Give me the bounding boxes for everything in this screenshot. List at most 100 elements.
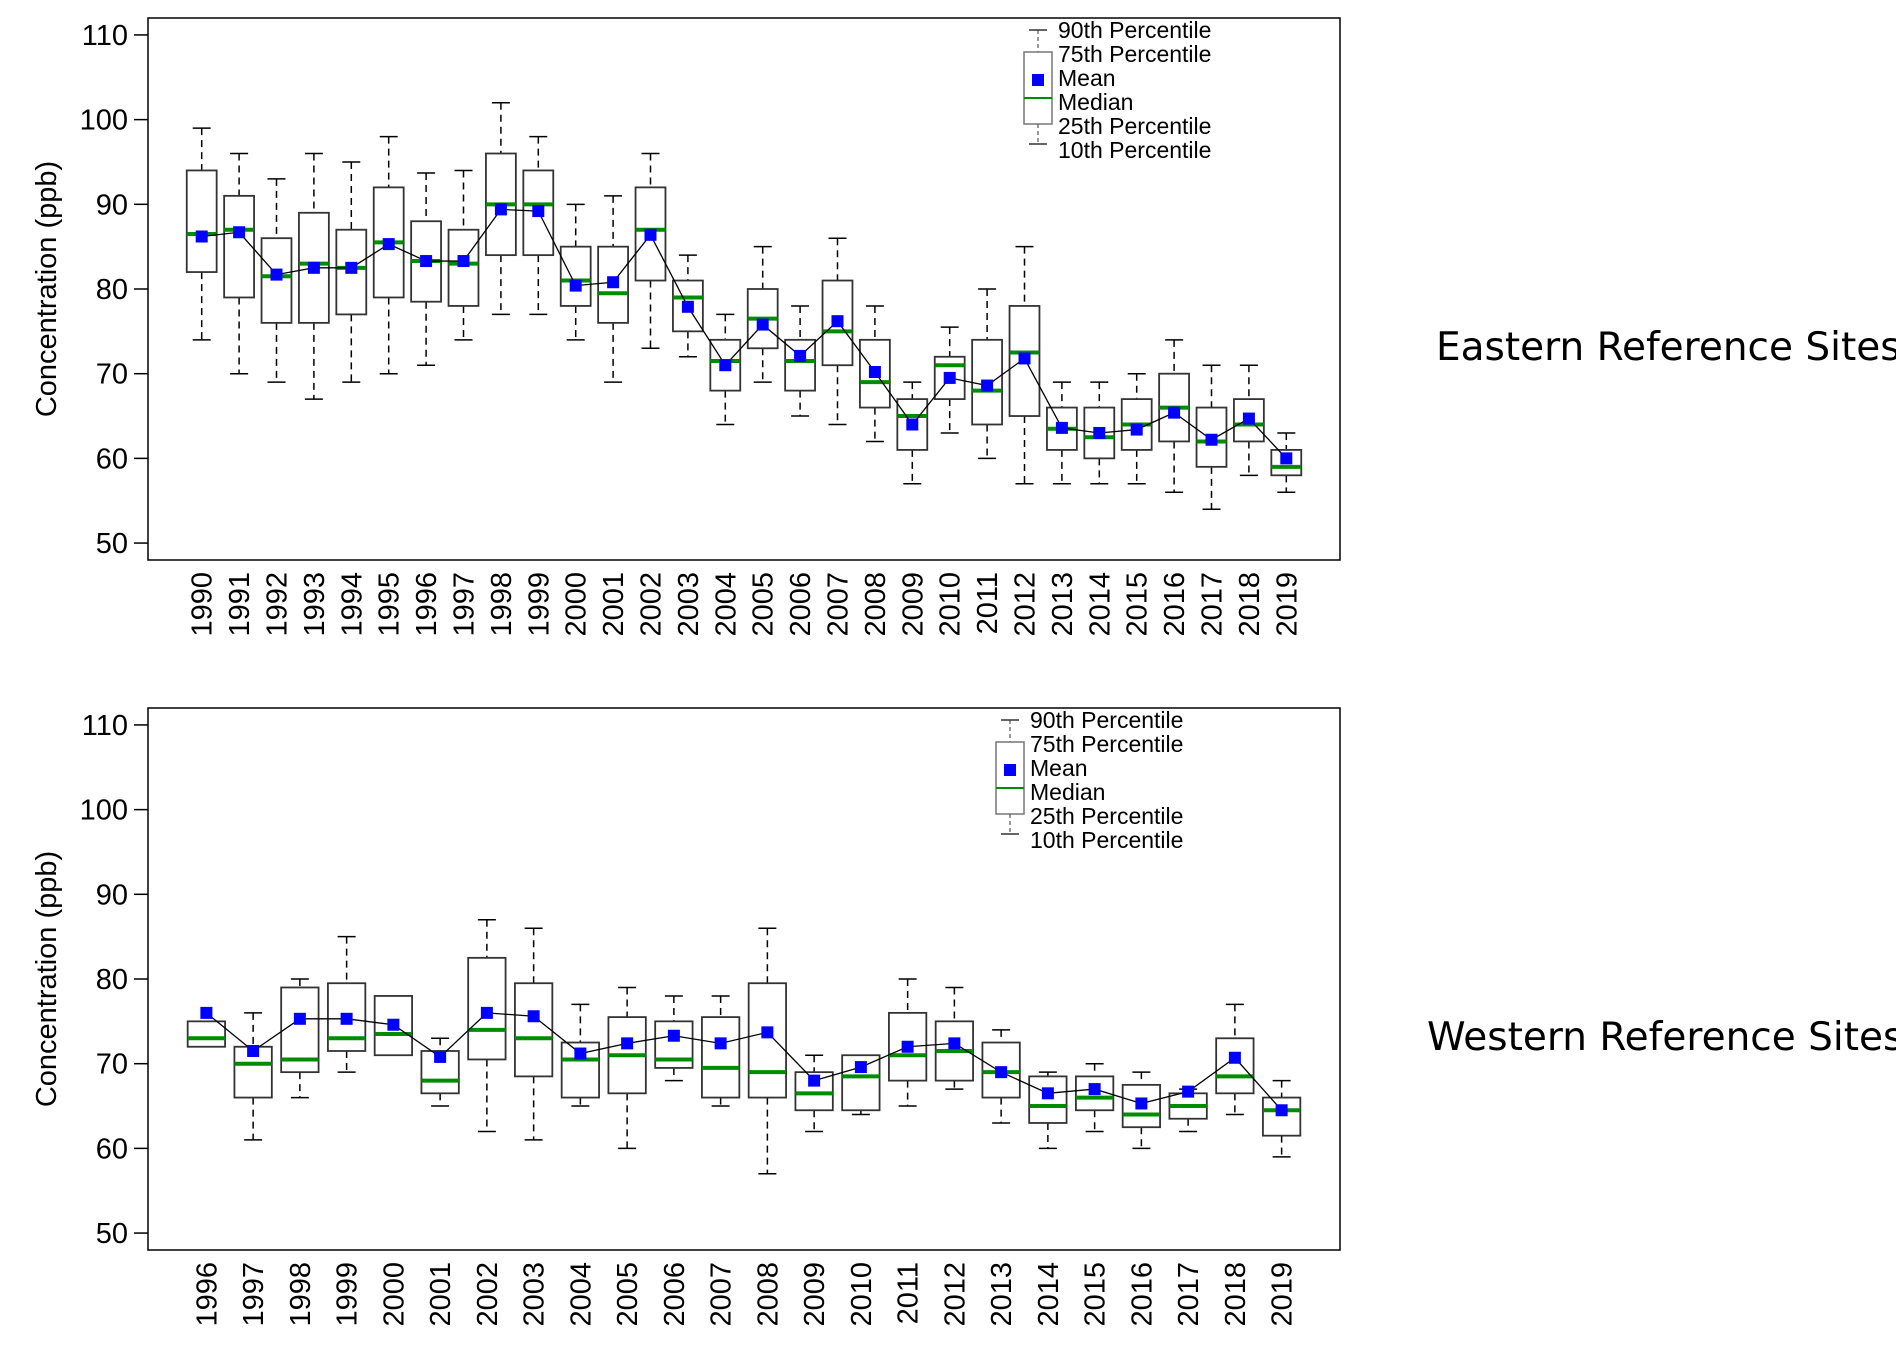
x-tick-label: 2014	[1084, 572, 1116, 637]
box-1991	[223, 152, 255, 375]
y-axis-label: Concentration (ppb)	[31, 161, 63, 417]
x-tick-label: 2019	[1267, 1262, 1299, 1327]
x-tick-label: 2017	[1197, 572, 1229, 637]
x-tick-label: 2005	[612, 1262, 644, 1327]
mean-point-2014	[1093, 426, 1106, 439]
box-1997	[447, 169, 480, 341]
mean-point-2003	[681, 300, 694, 313]
x-tick-label: 2007	[823, 572, 855, 637]
x-tick-label: 2006	[785, 572, 817, 637]
legend-box	[995, 741, 1025, 815]
mean-point-1994	[345, 261, 358, 274]
legend-entry: 75th Percentile	[1030, 731, 1183, 757]
box-2018	[1215, 1003, 1255, 1116]
box-2012	[1008, 245, 1041, 485]
x-tick-label: 2011	[893, 1262, 925, 1324]
x-tick-label: 2018	[1234, 572, 1266, 637]
mean-point-2003	[527, 1010, 540, 1023]
mean-point-1999	[532, 205, 545, 218]
x-tick-label: 2007	[706, 1262, 738, 1327]
y-tick-label: 100	[80, 105, 128, 137]
legend-entry: Mean	[1030, 755, 1088, 781]
x-tick-label: 2000	[378, 1262, 410, 1327]
box-2014	[1028, 1071, 1068, 1150]
mean-point-2010	[854, 1061, 867, 1074]
mean-point-2010	[943, 371, 956, 384]
mean-point-1997	[457, 255, 470, 268]
x-tick-label: 1991	[224, 572, 256, 637]
box-1998	[485, 101, 517, 316]
x-tick-label: 1992	[262, 572, 294, 637]
box-2011	[971, 288, 1003, 460]
y-tick-label: 80	[96, 964, 128, 996]
box-2006	[784, 305, 816, 417]
iqr-box	[223, 194, 255, 299]
box-2002	[634, 152, 667, 350]
legend-entry: 90th Percentile	[1058, 17, 1211, 43]
mean-point-2009	[808, 1074, 821, 1087]
x-tick-label: 1998	[285, 1262, 317, 1327]
legend-box	[1023, 51, 1053, 125]
box-1996	[410, 172, 442, 366]
box-1999	[522, 135, 555, 316]
y-tick-label: 50	[96, 528, 128, 560]
mean-point-2013	[995, 1066, 1008, 1079]
x-tick-label: 2000	[561, 572, 593, 637]
iqr-box	[784, 338, 816, 392]
x-tick-label: 2009	[897, 572, 929, 637]
legend-mean-marker	[1032, 74, 1044, 86]
x-tick-label: 2006	[659, 1262, 691, 1327]
iqr-box	[185, 169, 218, 273]
legend-mean-marker	[1004, 764, 1016, 776]
plot-frame	[147, 707, 1341, 1251]
mean-point-1998	[293, 1012, 306, 1025]
x-tick-label: 2003	[519, 1262, 551, 1327]
mean-point-1996	[420, 255, 433, 268]
x-tick-label: 2017	[1173, 1262, 1205, 1327]
x-tick-label: 2018	[1220, 1262, 1252, 1327]
x-tick-label: 1994	[336, 572, 368, 637]
x-tick-label: 2008	[860, 572, 892, 637]
y-tick-label: 80	[96, 274, 128, 306]
mean-point-2008	[868, 365, 881, 378]
box-2008	[747, 927, 787, 1175]
x-tick-label: 1995	[374, 572, 406, 637]
box-1996	[186, 1020, 226, 1048]
y-tick-label: 100	[80, 795, 128, 827]
legend-entry: 25th Percentile	[1030, 803, 1183, 829]
box-1993	[298, 152, 330, 400]
legend-entry: Mean	[1058, 65, 1116, 91]
x-tick-label: 2001	[598, 572, 630, 637]
box-2015	[1075, 1062, 1115, 1133]
box-2003	[514, 927, 554, 1141]
box-2005	[607, 986, 647, 1150]
mean-point-2004	[574, 1047, 587, 1060]
x-tick-label: 1996	[191, 1262, 223, 1327]
x-tick-label: 2010	[846, 1262, 878, 1327]
y-tick-label: 110	[82, 20, 128, 52]
mean-point-2004	[719, 359, 732, 372]
mean-point-2012	[1018, 352, 1031, 365]
mean-point-2001	[434, 1050, 447, 1063]
mean-point-1997	[247, 1044, 260, 1057]
mean-point-2006	[667, 1029, 680, 1042]
y-tick-label: 60	[96, 1133, 128, 1165]
mean-point-2017	[1182, 1085, 1195, 1098]
x-tick-label: 2010	[935, 572, 967, 637]
x-tick-label: 2011	[972, 572, 1004, 634]
x-tick-label: 1999	[523, 572, 555, 637]
mean-point-2019	[1280, 452, 1293, 465]
mean-point-2014	[1041, 1087, 1054, 1100]
x-tick-label: 2002	[472, 1262, 504, 1327]
chart-panel-western: 50 60 70 80 90 100 110 Concentration (ppb) 1996 1…	[31, 707, 1341, 1327]
box-1997	[233, 1012, 273, 1141]
mean-point-2000	[569, 279, 582, 292]
y-tick-label: 90	[96, 879, 128, 911]
x-tick-label: 2005	[748, 572, 780, 637]
y-tick-label: 70	[96, 359, 128, 391]
mean-point-2007	[714, 1037, 727, 1050]
box-2019	[1262, 1079, 1302, 1158]
x-tick-label: 2015	[1122, 572, 1154, 637]
